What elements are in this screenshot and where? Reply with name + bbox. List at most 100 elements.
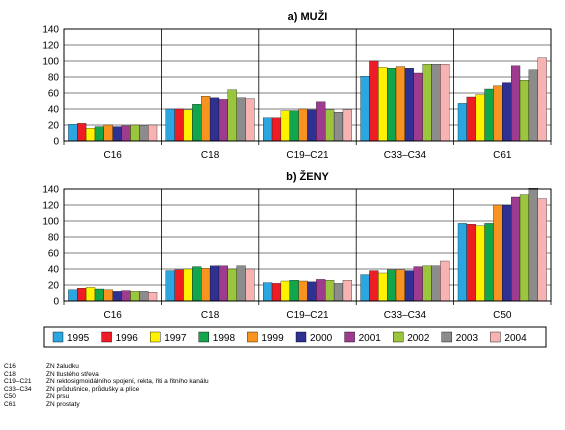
legend-swatch bbox=[101, 331, 112, 343]
bar-C50-1995 bbox=[457, 223, 467, 302]
bar-C18-1999 bbox=[201, 96, 211, 142]
bar-C33–C34-2002 bbox=[422, 265, 432, 302]
y-tick-label: 140 bbox=[42, 185, 59, 196]
category-label: C19–C21 bbox=[286, 150, 329, 161]
bar-C18-1997 bbox=[183, 109, 193, 142]
bar-C18-2003 bbox=[236, 265, 246, 302]
bar-C33–C34-2000 bbox=[404, 270, 414, 302]
bar-C16-2002 bbox=[130, 291, 140, 302]
bar-C33–C34-1999 bbox=[395, 269, 406, 302]
y-tick-label: 20 bbox=[48, 121, 60, 132]
bar-C19–C21-2001 bbox=[316, 101, 326, 142]
bar-C50-2002 bbox=[519, 194, 530, 302]
legend-swatch bbox=[393, 331, 404, 343]
bar-C33–C34-1995 bbox=[360, 76, 370, 142]
y-tick-label: 40 bbox=[48, 265, 60, 276]
bar-C18-2002 bbox=[227, 268, 237, 302]
bar-C50-2003 bbox=[528, 188, 538, 302]
y-tick-label: 0 bbox=[53, 297, 59, 308]
legend-swatch bbox=[149, 331, 161, 343]
bar-C16-2004 bbox=[148, 292, 158, 302]
bar-C61-2000 bbox=[502, 82, 512, 142]
y-tick-label: 60 bbox=[48, 249, 60, 260]
chart-title: a) MUŽI bbox=[288, 10, 328, 23]
bar-C16-1995 bbox=[68, 124, 78, 142]
bar-C18-2001 bbox=[218, 99, 228, 142]
category-label: C61 bbox=[493, 150, 512, 161]
y-tick-label: 60 bbox=[48, 89, 60, 100]
bar-C19–C21-2003 bbox=[333, 112, 344, 142]
footnote-text: ZN žaludku bbox=[46, 363, 79, 370]
y-tick-label: 100 bbox=[42, 217, 59, 228]
footnote-code: C33–C34 bbox=[4, 385, 32, 393]
bar-C16-1997 bbox=[85, 287, 96, 302]
chart-figure: a) MUŽI 0 20 40 60 80 100 120 140 C16 C18 C19–C21 C3… bbox=[42, 10, 552, 348]
bar-C50-1996 bbox=[466, 224, 476, 302]
bar-C33–C34-1995 bbox=[360, 274, 370, 302]
bar-C19–C21-2004 bbox=[342, 280, 352, 302]
footnote-code: C18 bbox=[4, 370, 16, 378]
bar-C18-2003 bbox=[236, 97, 246, 142]
chart-title: b) ŽENY bbox=[286, 170, 329, 183]
legend-label: 2001 bbox=[359, 333, 382, 344]
bar-C19–C21-1999 bbox=[298, 280, 308, 302]
bar-C33–C34-2004 bbox=[440, 260, 450, 302]
footnote-code: C50 bbox=[4, 393, 16, 401]
footnote-row: C19–C21 ZN rektosigmoidálního spojení, r… bbox=[4, 378, 209, 386]
bar-C19–C21-2002 bbox=[325, 280, 335, 302]
bar-C16-2003 bbox=[139, 125, 149, 142]
footnote-row: C16 ZN žaludku bbox=[4, 363, 209, 371]
bar-C19–C21-2000 bbox=[307, 281, 317, 302]
bar-C33–C34-1996 bbox=[369, 60, 379, 142]
bar-C19–C21-1996 bbox=[271, 283, 282, 302]
bar-C18-2004 bbox=[245, 98, 255, 142]
bar-C16-2003 bbox=[139, 291, 149, 302]
bar-C61-1999 bbox=[493, 85, 503, 142]
bar-C18-2002 bbox=[227, 89, 237, 142]
bar-C33–C34-1997 bbox=[378, 67, 388, 142]
bar-C18-1996 bbox=[174, 269, 184, 302]
bar-C33–C34-2003 bbox=[431, 265, 441, 302]
bar-C33–C34-2001 bbox=[413, 266, 423, 302]
bar-C18-2004 bbox=[245, 268, 255, 302]
category-label: C33–C34 bbox=[384, 150, 427, 161]
legend-label: 1999 bbox=[261, 333, 284, 344]
bar-C16-1996 bbox=[77, 288, 87, 302]
bar-C61-1995 bbox=[457, 103, 467, 142]
bar-C18-2001 bbox=[218, 265, 228, 302]
category-label: C50 bbox=[493, 310, 512, 321]
bar-C19–C21-1997 bbox=[280, 110, 290, 142]
bar-C61-1997 bbox=[475, 94, 485, 142]
bar-C16-1996 bbox=[77, 123, 87, 142]
footnote-text: ZN prostaty bbox=[46, 400, 80, 408]
legend-box bbox=[43, 326, 547, 348]
legend-label: 1997 bbox=[164, 333, 187, 344]
bar-C33–C34-1998 bbox=[387, 68, 397, 142]
footnote-text: ZN rektosigmoidálního spojení, rekta, ři… bbox=[46, 378, 209, 386]
bar-C18-1996 bbox=[174, 108, 184, 142]
bar-C19–C21-2002 bbox=[325, 109, 335, 142]
y-tick-label: 0 bbox=[53, 137, 59, 148]
bar-C16-1998 bbox=[94, 126, 104, 142]
footnotes: C16 ZN žaludku C18 ZN tlustého střeva C1… bbox=[4, 363, 209, 409]
bar-C16-2000 bbox=[112, 126, 122, 142]
footnote-code: C16 bbox=[4, 363, 16, 370]
legend-swatch bbox=[441, 331, 452, 343]
bar-C16-2004 bbox=[148, 124, 158, 142]
bar-C61-1998 bbox=[484, 88, 494, 142]
bar-C33–C34-2002 bbox=[422, 64, 432, 142]
legend-label: 2002 bbox=[407, 333, 430, 344]
legend-swatch bbox=[344, 331, 355, 343]
legend-swatch bbox=[52, 331, 64, 343]
footnote-row: C50 ZN prsu bbox=[4, 393, 209, 401]
footnote-code: C61 bbox=[4, 400, 16, 408]
legend-label: 1996 bbox=[116, 333, 139, 344]
bar-C50-2000 bbox=[502, 204, 512, 302]
footnote-code: C19–C21 bbox=[4, 378, 32, 386]
bar-C18-1997 bbox=[183, 268, 193, 302]
bar-C16-1999 bbox=[103, 289, 113, 302]
y-tick-label: 80 bbox=[48, 233, 60, 244]
footnote-text: ZN prsu bbox=[46, 393, 70, 401]
legend-swatch bbox=[247, 331, 258, 343]
bar-C16-2000 bbox=[112, 291, 122, 302]
